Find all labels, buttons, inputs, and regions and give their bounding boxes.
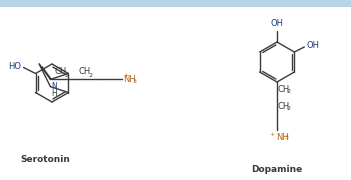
Text: Serotonin: Serotonin [21, 156, 71, 165]
Text: NH: NH [276, 133, 289, 142]
Text: 3: 3 [285, 135, 289, 140]
Text: 2: 2 [65, 73, 69, 78]
Text: +: + [270, 132, 275, 137]
Text: HO: HO [8, 62, 21, 71]
Text: +: + [124, 73, 128, 78]
Text: OH: OH [306, 42, 319, 51]
Text: H: H [51, 89, 57, 98]
Text: 3: 3 [132, 79, 137, 84]
Text: Dopamine: Dopamine [251, 165, 303, 174]
Text: 2: 2 [286, 106, 291, 111]
Text: CH: CH [54, 67, 66, 76]
Text: 2: 2 [286, 89, 291, 94]
Text: 2: 2 [89, 73, 93, 78]
Text: OH: OH [271, 19, 284, 28]
Text: CH: CH [78, 67, 91, 76]
Text: NH: NH [124, 75, 136, 84]
Text: CH: CH [278, 102, 290, 111]
Text: CH: CH [278, 85, 290, 94]
Bar [0, 0, 351, 7]
Text: N: N [51, 82, 57, 91]
